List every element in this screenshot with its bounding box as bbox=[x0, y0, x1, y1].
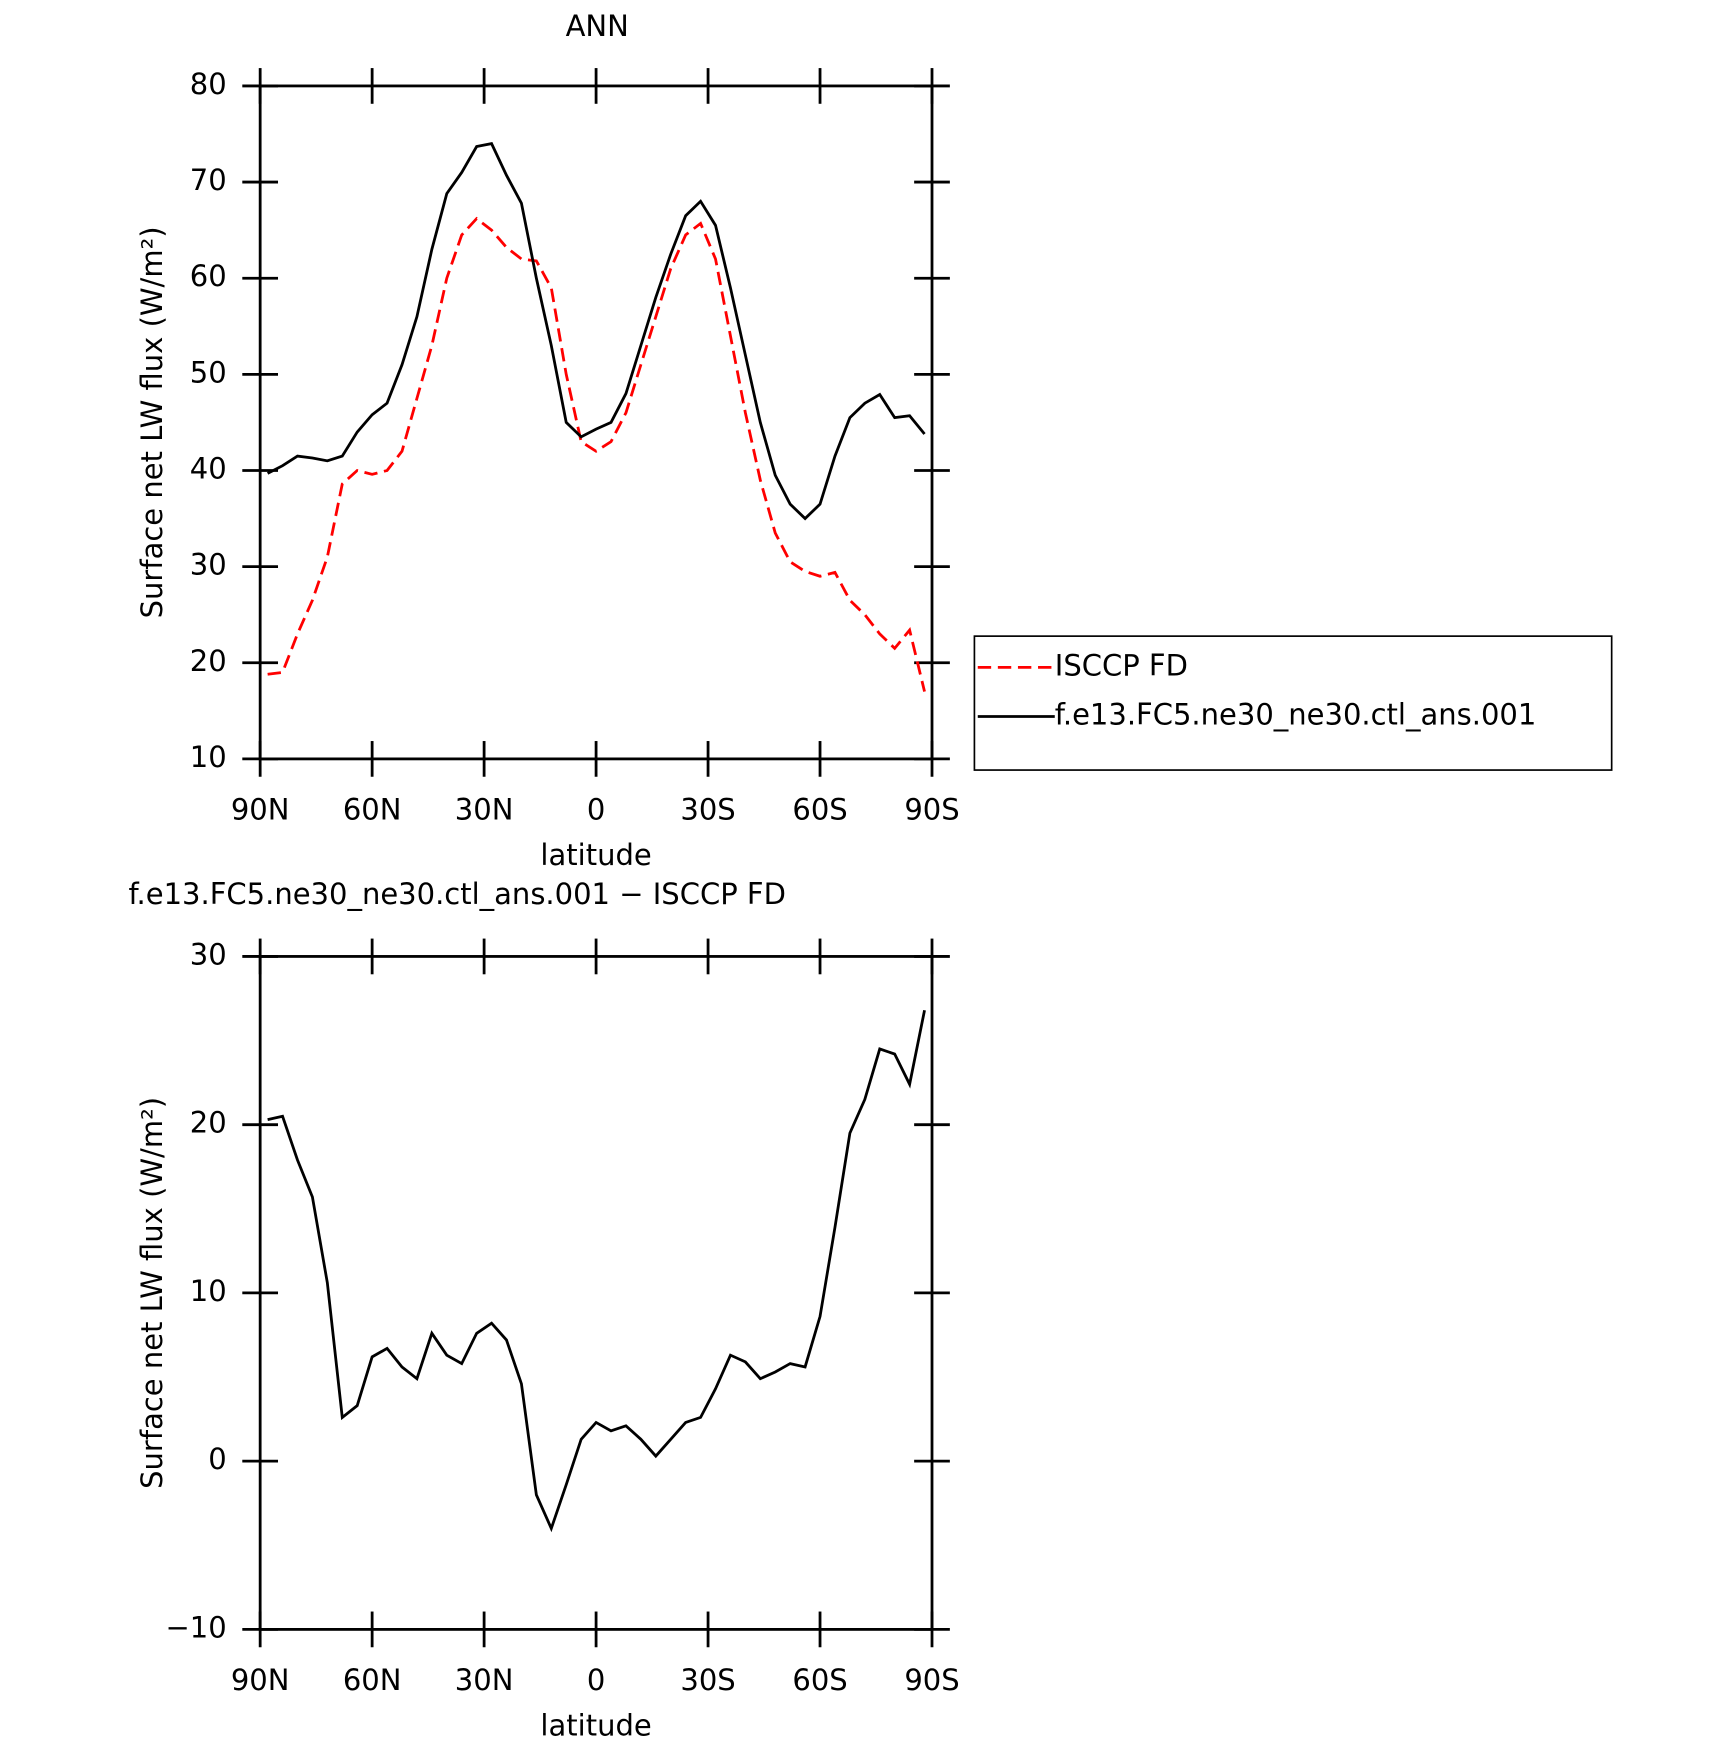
y-tick-label: 50 bbox=[190, 355, 227, 389]
y-tick-label: 70 bbox=[190, 163, 227, 197]
y-tick-label: 10 bbox=[190, 740, 227, 774]
x-tick-label: 30N bbox=[455, 1663, 514, 1697]
y-tick-label: 20 bbox=[190, 1106, 227, 1140]
chart-title: f.e13.FC5.ne30_ne30.ctl_ans.001 − ISCCP … bbox=[128, 877, 785, 911]
y-tick-label: 30 bbox=[190, 548, 227, 582]
x-tick-label: 30N bbox=[455, 792, 514, 826]
x-tick-label: 60S bbox=[792, 792, 847, 826]
x-tick-label: 0 bbox=[587, 792, 605, 826]
y-tick-label: 40 bbox=[190, 451, 227, 485]
x-tick-label: 60N bbox=[343, 792, 402, 826]
x-tick-label: 60N bbox=[343, 1663, 402, 1697]
y-tick-label: 80 bbox=[190, 67, 227, 101]
legend-box bbox=[973, 635, 1613, 771]
y-tick-label: −10 bbox=[165, 1610, 226, 1644]
data-line bbox=[267, 216, 926, 692]
x-axis-label: latitude bbox=[540, 838, 651, 872]
y-tick-label: 10 bbox=[190, 1274, 227, 1308]
x-tick-label: 30S bbox=[680, 792, 735, 826]
legend-label: ISCCP FD bbox=[1055, 648, 1188, 682]
x-tick-label: 60S bbox=[792, 1663, 847, 1697]
y-tick-label: 30 bbox=[190, 937, 227, 971]
x-tick-label: 90S bbox=[904, 1663, 959, 1697]
plot-frame bbox=[258, 84, 934, 761]
y-axis-label: Surface net LW flux (W/m²) bbox=[135, 1097, 169, 1489]
y-tick-label: 0 bbox=[208, 1442, 226, 1476]
data-line bbox=[267, 1009, 926, 1533]
x-tick-label: 90N bbox=[231, 792, 290, 826]
x-tick-label: 90N bbox=[231, 1663, 290, 1697]
y-tick-label: 60 bbox=[190, 259, 227, 293]
y-axis-label: Surface net LW flux (W/m²) bbox=[135, 226, 169, 618]
x-tick-label: 90S bbox=[904, 792, 959, 826]
y-tick-label: 20 bbox=[190, 644, 227, 678]
data-line bbox=[266, 142, 926, 521]
x-axis-label: latitude bbox=[540, 1709, 651, 1741]
chart-title: ANN bbox=[566, 9, 629, 43]
legend-label: f.e13.FC5.ne30_ne30.ctl_ans.001 bbox=[1055, 697, 1537, 731]
x-tick-label: 30S bbox=[680, 1663, 735, 1697]
plot-frame bbox=[258, 955, 934, 1631]
x-tick-label: 0 bbox=[587, 1663, 605, 1697]
